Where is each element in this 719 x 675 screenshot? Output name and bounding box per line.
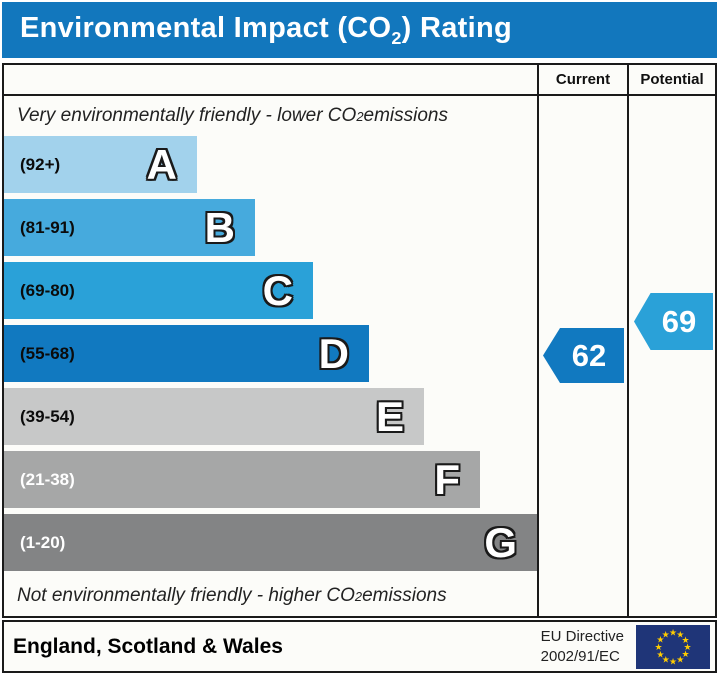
band-row-g: (1-20) G	[4, 514, 537, 571]
band-range-label: (81-91)	[20, 217, 75, 237]
rating-table: Current Potential Very environmentally f…	[2, 63, 717, 618]
column-header-potential: Potential	[627, 65, 715, 96]
band-bar-a: (92+) A	[4, 136, 197, 193]
potential-rating-column: 69	[627, 96, 715, 616]
svg-text:★: ★	[683, 642, 691, 652]
band-letter: C	[262, 266, 293, 314]
top-scale-note: Very environmentally friendly - lower CO…	[17, 105, 448, 126]
bands-area: Very environmentally friendly - lower CO…	[4, 96, 537, 616]
potential-rating-value: 69	[661, 303, 697, 339]
svg-text:★: ★	[676, 629, 684, 639]
footer-bar: England, Scotland & Wales EU Directive 2…	[2, 620, 717, 673]
eu-flag-stars: ★ ★★★★★★★★★★★	[654, 627, 691, 666]
band-row-b: (81-91) B	[4, 199, 537, 256]
svg-text:★: ★	[669, 656, 677, 666]
band-row-e: (39-54) E	[4, 388, 537, 445]
band-range-label: (55-68)	[20, 343, 75, 363]
svg-text:★: ★	[662, 629, 670, 639]
current-rating-value: 62	[571, 337, 607, 373]
column-header-current: Current	[537, 65, 627, 96]
eu-flag-icon: ★ ★ ★ ★ ★ ★ ★ ★ ★ ★ ★ ★	[636, 624, 710, 669]
band-letter: E	[375, 392, 404, 440]
header-spacer-cell	[4, 65, 537, 96]
band-range-label: (1-20)	[20, 532, 66, 552]
title-bar: Environmental Impact (CO2) Rating	[2, 2, 717, 58]
band-row-f: (21-38) F	[4, 451, 537, 508]
svg-text:★: ★	[676, 654, 684, 664]
eu-flag: ★ ★★★★★★★★★★★	[636, 624, 710, 669]
potential-rating-marker: 69	[634, 293, 713, 350]
band-bar-g: (1-20) G	[4, 514, 537, 571]
band-letter: A	[146, 140, 177, 188]
band-bar-d: (55-68) D	[4, 325, 369, 382]
region-label: England, Scotland & Wales	[13, 634, 283, 658]
band-bar-f: (21-38) F	[4, 451, 480, 508]
svg-text:★: ★	[682, 634, 690, 644]
band-bar-c: (69-80) C	[4, 262, 313, 319]
band-row-a: (92+) A	[4, 136, 537, 193]
svg-text:★: ★	[656, 649, 664, 659]
band-row-d: (55-68) D	[4, 325, 537, 382]
current-rating-marker: 62	[543, 328, 624, 383]
bottom-scale-note: Not environmentally friendly - higher CO…	[17, 585, 447, 606]
band-letter: G	[484, 518, 517, 566]
page-title: Environmental Impact (CO2) Rating	[20, 11, 513, 48]
band-range-label: (21-38)	[20, 469, 75, 489]
band-letter: F	[434, 455, 460, 503]
svg-text:★: ★	[656, 634, 664, 644]
band-bar-b: (81-91) B	[4, 199, 255, 256]
eu-flag-field	[636, 624, 710, 669]
eu-directive-label: EU Directive 2002/91/EC	[540, 628, 624, 665]
title-subscript: 2	[391, 27, 402, 48]
svg-text:★: ★	[662, 654, 670, 664]
band-range-label: (39-54)	[20, 406, 75, 426]
band-row-c: (69-80) C	[4, 262, 537, 319]
svg-text:★: ★	[682, 649, 690, 659]
band-letter: B	[204, 203, 235, 251]
band-range-label: (92+)	[20, 154, 61, 174]
band-letter: D	[318, 329, 349, 377]
band-bar-e: (39-54) E	[4, 388, 424, 445]
current-rating-column: 62	[537, 96, 627, 616]
band-range-label: (69-80)	[20, 280, 75, 300]
svg-text:★: ★	[669, 627, 677, 637]
svg-text:★: ★	[654, 642, 662, 652]
